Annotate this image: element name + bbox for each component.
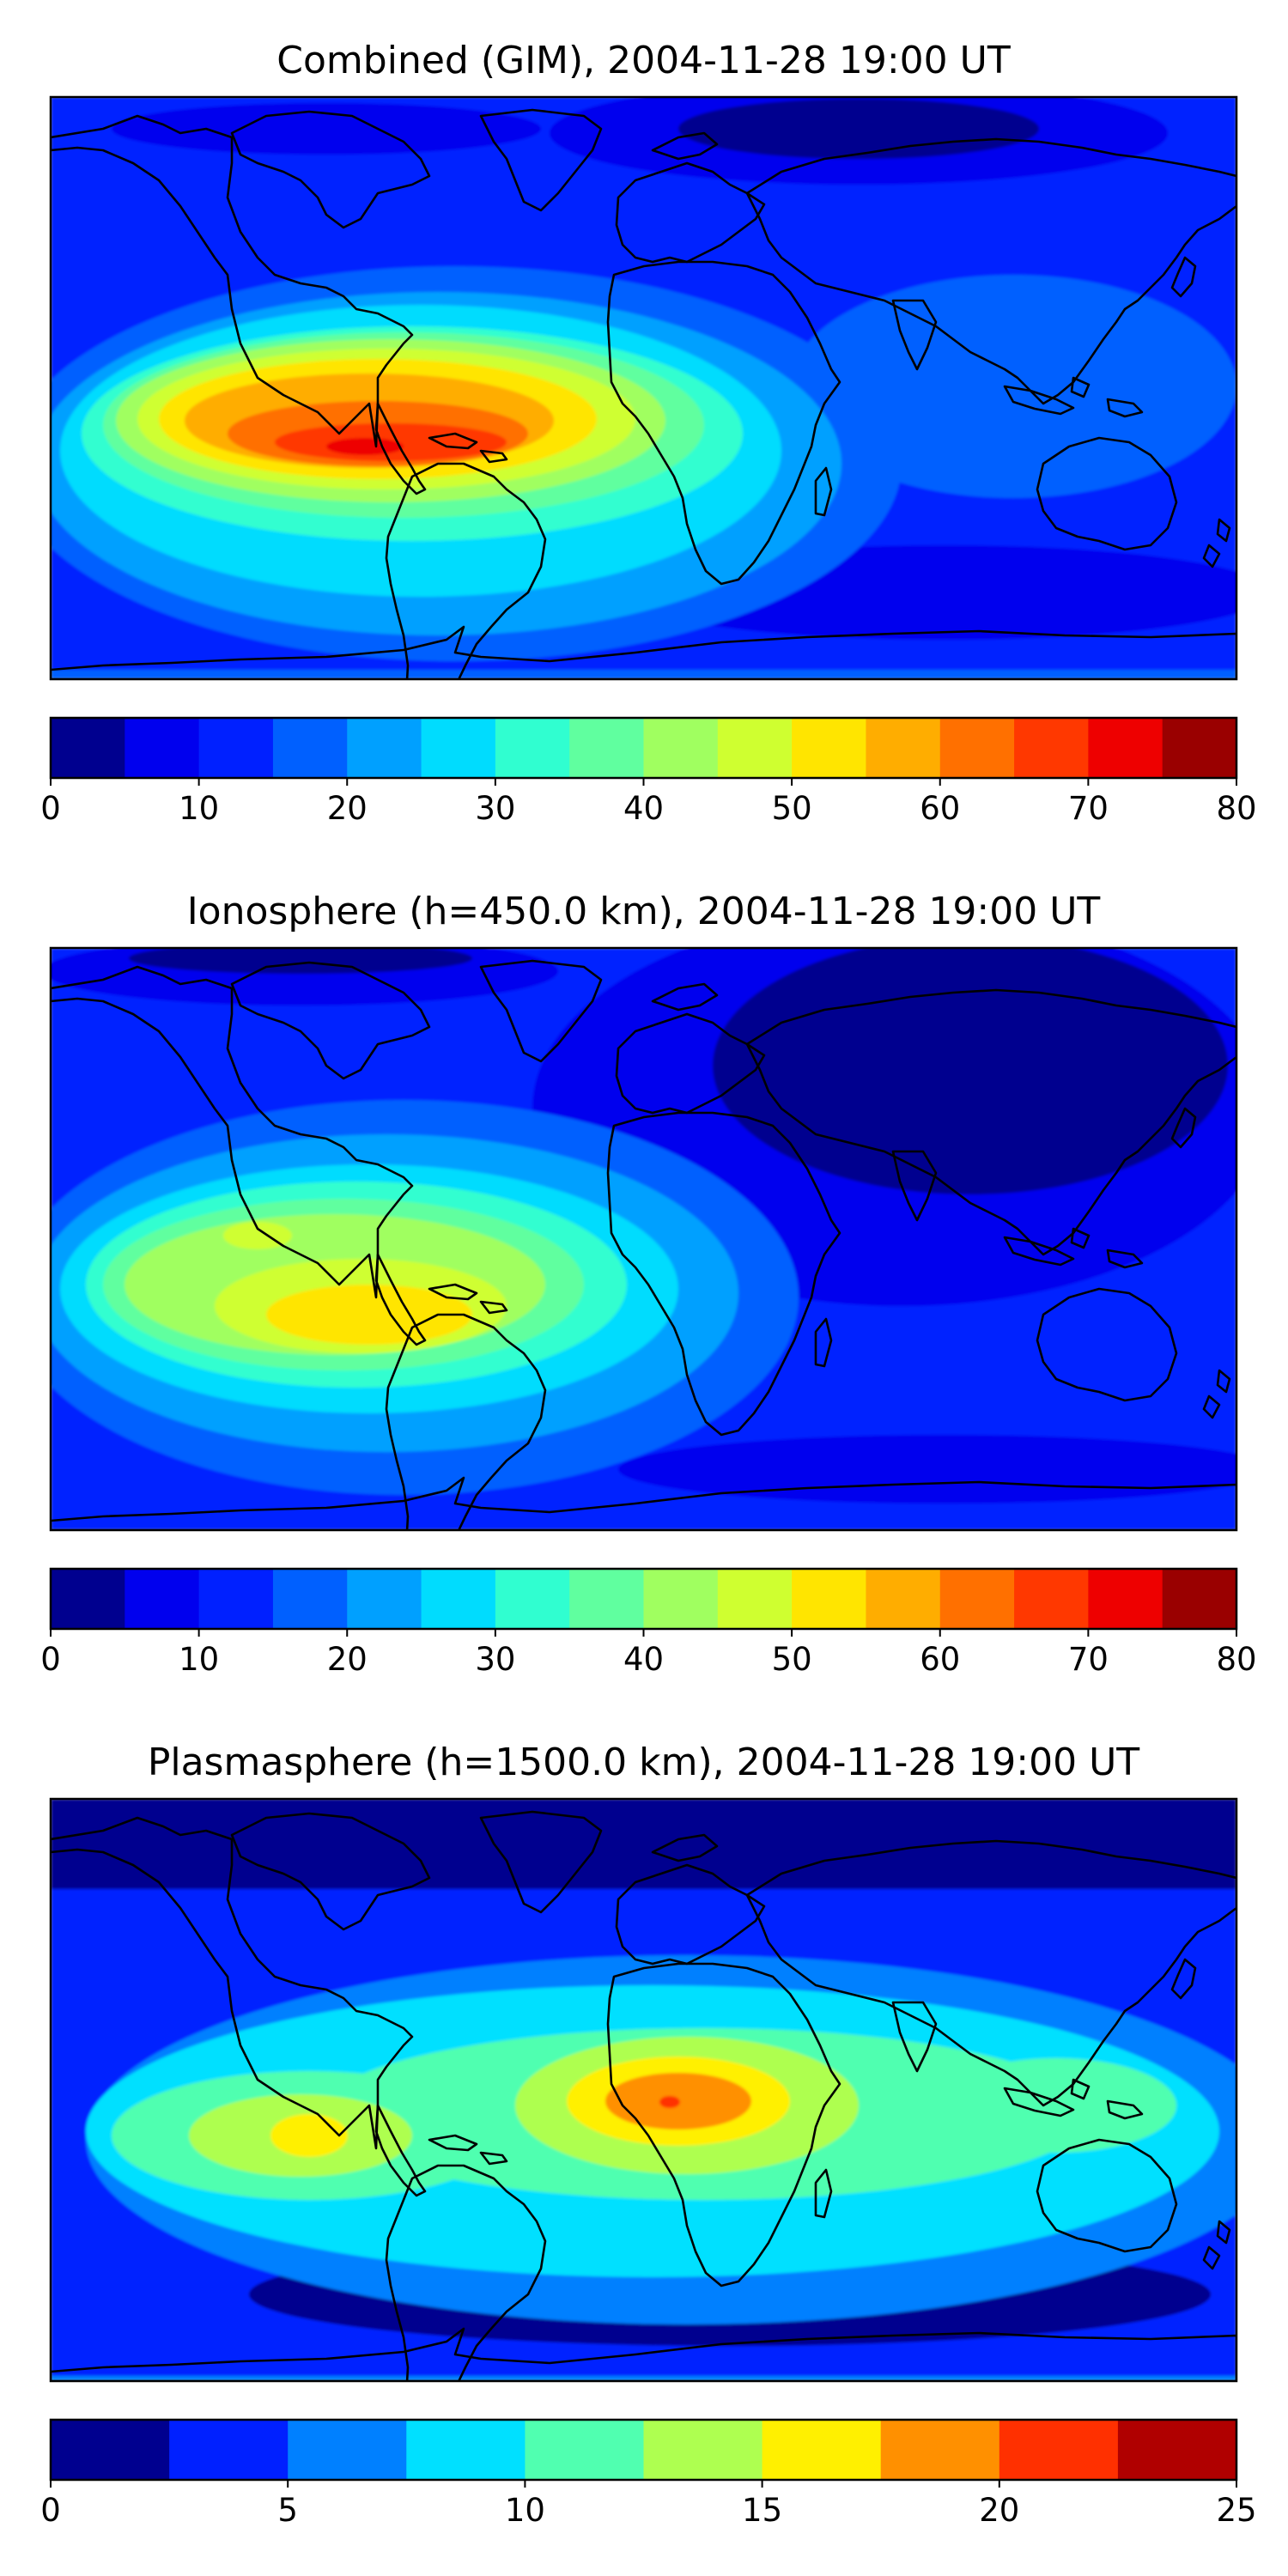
- colorbar-segment: [939, 1569, 1015, 1629]
- panel-ionosphere: Ionosphere (h=450.0 km), 2004-11-28 19:0…: [40, 890, 1257, 1678]
- colorbar-tick-label: 0: [40, 1641, 61, 1678]
- colorbar-segment: [1014, 1569, 1089, 1629]
- colorbar-segment: [762, 2420, 882, 2480]
- contour-level-15: [270, 2114, 348, 2157]
- colorbar-tick-label: 40: [623, 790, 664, 827]
- colorbar-segment: [880, 2420, 1000, 2480]
- contour-level-0: [678, 99, 1039, 159]
- colorbar-tick-label: 40: [623, 1641, 664, 1678]
- map-frame: [49, 95, 1238, 681]
- colorbar-tick-label: 20: [979, 2492, 1019, 2529]
- colorbar-segment: [999, 2420, 1119, 2480]
- contour-level-15: [51, 670, 1236, 679]
- colorbar-segment: [866, 718, 941, 778]
- colorbar-segment: [125, 718, 200, 778]
- colorbar-segment: [792, 718, 867, 778]
- colorbar-tick-label: 20: [327, 1641, 368, 1678]
- chart-title: Combined (GIM), 2004-11-28 19:00 UT: [276, 39, 1011, 82]
- colorbar-tick-label: 80: [1216, 790, 1256, 827]
- colorbar-tick-label: 70: [1068, 1641, 1109, 1678]
- colorbar-segment: [198, 718, 274, 778]
- colorbar-segment: [1162, 1569, 1237, 1629]
- colorbar: 0 10 20 30 40 50 60 70 80: [40, 716, 1257, 827]
- colorbar-segment: [643, 2420, 763, 2480]
- colorbar-tick-label: 10: [505, 2492, 545, 2529]
- colorbar-segment: [569, 1569, 645, 1629]
- colorbar-tick-label: 50: [772, 790, 812, 827]
- contour-level-0: [129, 948, 472, 974]
- colorbar-segment: [866, 1569, 941, 1629]
- colorbar-segment: [272, 1569, 348, 1629]
- colorbar-tick-label: 30: [475, 790, 515, 827]
- chart-title: Plasmasphere (h=1500.0 km), 2004-11-28 1…: [148, 1741, 1139, 1784]
- tec-map: [51, 97, 1236, 679]
- colorbar-segment: [1088, 1569, 1163, 1629]
- colorbar-segment: [939, 718, 1015, 778]
- colorbar-segment: [406, 2420, 526, 2480]
- colorbar-segment: [198, 1569, 274, 1629]
- tec-map: [51, 948, 1236, 1530]
- colorbar-tick-label: 70: [1068, 790, 1109, 827]
- contour-level-15: [790, 275, 1236, 498]
- colorbar-tick-label: 30: [475, 1641, 515, 1678]
- map-frame: [49, 946, 1238, 1532]
- colorbar-segment: [421, 718, 496, 778]
- colorbar-segment: [717, 1569, 793, 1629]
- colorbar-tick-label: 60: [920, 1641, 960, 1678]
- map-frame: [49, 1797, 1238, 2383]
- contour-level-0: [713, 948, 1228, 1194]
- colorbar-segment: [792, 1569, 867, 1629]
- colorbar-segment: [272, 718, 348, 778]
- colorbar: 0 5 10 15 20 25: [40, 2418, 1257, 2529]
- contour-level-0: [51, 1799, 1236, 1889]
- colorbar-segment: [495, 718, 570, 778]
- colorbar-segment: [525, 2420, 645, 2480]
- colorbar-segment: [1162, 718, 1237, 778]
- colorbar-tick-label: 5: [277, 2492, 298, 2529]
- colorbar-tick-label: 0: [40, 2492, 61, 2529]
- contour-level-10: [936, 2058, 1176, 2153]
- colorbar-tick-label: 20: [327, 790, 368, 827]
- contour-level-50: [266, 1285, 472, 1345]
- colorbar-segment: [347, 1569, 422, 1629]
- colorbar-tick-label: 25: [1216, 2492, 1256, 2529]
- colorbar-segment: [125, 1569, 200, 1629]
- colorbar-segment: [421, 1569, 496, 1629]
- colorbar-segment: [347, 718, 422, 778]
- contour-level-20: [659, 2096, 680, 2108]
- colorbar-segment: [643, 1569, 719, 1629]
- colorbar-segment: [643, 718, 719, 778]
- contour-level-45: [223, 1222, 292, 1249]
- colorbar-segment: [569, 718, 645, 778]
- contour-level-5: [51, 2376, 1236, 2381]
- panel-combined: Combined (GIM), 2004-11-28 19:00 UT: [40, 39, 1257, 827]
- colorbar-frame: [49, 2418, 1238, 2482]
- colorbar-segment: [1014, 718, 1089, 778]
- colorbar-segment: [717, 718, 793, 778]
- colorbar-tick-label: 80: [1216, 1641, 1256, 1678]
- colorbar-tick-label: 50: [772, 1641, 812, 1678]
- colorbar-tick-label: 10: [179, 1641, 219, 1678]
- colorbar-segment: [1088, 718, 1163, 778]
- colorbar-segment: [51, 1569, 125, 1629]
- panel-plasmasphere: Plasmasphere (h=1500.0 km), 2004-11-28 1…: [40, 1741, 1257, 2529]
- colorbar-segment: [1117, 2420, 1237, 2480]
- tec-map: [51, 1799, 1236, 2381]
- contour-level-70: [326, 438, 404, 455]
- colorbar-segment: [51, 2420, 170, 2480]
- chart-title: Ionosphere (h=450.0 km), 2004-11-28 19:0…: [187, 890, 1101, 933]
- colorbar-segment: [169, 2420, 289, 2480]
- colorbar-segment: [51, 718, 125, 778]
- colorbar-tick-label: 0: [40, 790, 61, 827]
- colorbar-tick-label: 10: [179, 790, 219, 827]
- colorbar: 0 10 20 30 40 50 60 70 80: [40, 1567, 1257, 1678]
- colorbar-segment: [495, 1569, 570, 1629]
- colorbar-tick-label: 60: [920, 790, 960, 827]
- contour-level-5: [112, 103, 541, 155]
- colorbar-segment: [288, 2420, 407, 2480]
- colorbar-tick-label: 15: [742, 2492, 782, 2529]
